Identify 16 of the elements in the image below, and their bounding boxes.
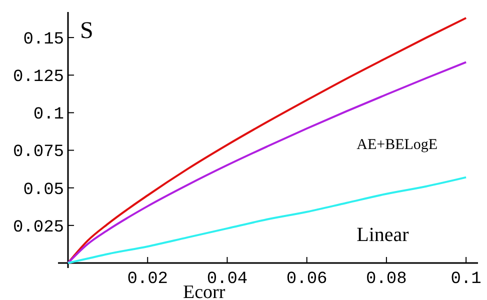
line-series xyxy=(67,17,468,264)
y-tick-label: 0.15 xyxy=(23,30,64,50)
line-series xyxy=(67,61,468,264)
y-tick-label: 0.025 xyxy=(12,218,64,238)
x-tick-label: 0.06 xyxy=(286,270,328,289)
x-tick-label: 0.02 xyxy=(127,270,168,289)
series-label: AE+BELogE xyxy=(356,137,438,154)
line-series xyxy=(67,176,468,264)
y-axis-title: S xyxy=(80,18,94,44)
series-label: Linear xyxy=(356,224,410,246)
y-tick-label: 0.075 xyxy=(12,143,64,162)
x-tick-label: 0.1 xyxy=(450,270,482,289)
y-tick-label: 0.05 xyxy=(23,180,64,200)
y-tick-label: 0.125 xyxy=(12,68,64,88)
y-tick-label: 0.1 xyxy=(33,106,64,125)
x-tick-label: 0.08 xyxy=(366,270,407,289)
